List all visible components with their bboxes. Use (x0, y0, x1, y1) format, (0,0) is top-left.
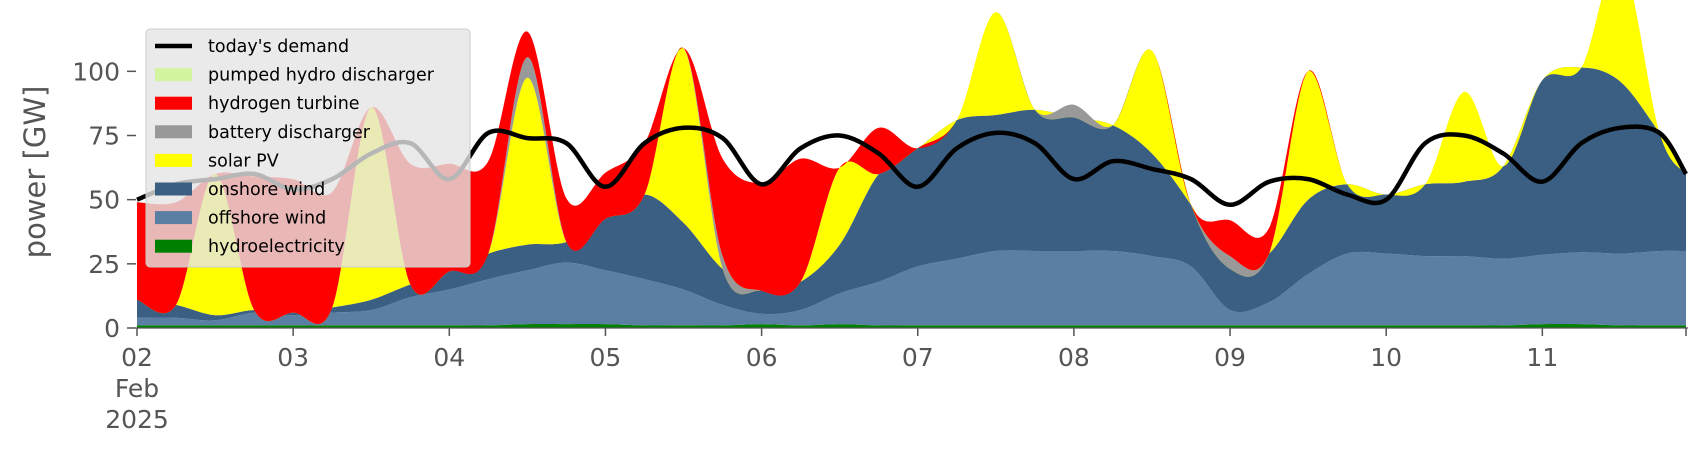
x-tick-label: 02 (121, 343, 153, 372)
x-tick-label: 05 (590, 343, 622, 372)
x-sublabel: 2025 (105, 405, 169, 434)
legend-swatch (155, 239, 192, 253)
legend-swatch (155, 96, 192, 110)
legend: today's demand pumped hydro discharger hyd… (145, 28, 471, 268)
x-tick-label: 03 (277, 343, 309, 372)
stacked-areas (137, 0, 1686, 328)
y-tick-label: 25 (88, 250, 120, 279)
x-tick-label: 07 (902, 343, 934, 372)
legend-label: onshore wind (208, 180, 325, 200)
legend-swatch (155, 182, 192, 196)
legend-label: solar PV (208, 151, 279, 171)
legend-swatch (155, 153, 192, 167)
legend-swatch (155, 211, 192, 225)
legend-box (145, 28, 471, 268)
x-tick-label: 04 (433, 343, 465, 372)
y-tick-label: 0 (104, 314, 120, 343)
y-tick-label: 100 (72, 57, 120, 86)
x-tick-label: 11 (1526, 343, 1558, 372)
legend-label: hydroelectricity (208, 237, 345, 257)
y-tick-label: 75 (88, 122, 120, 151)
legend-label: hydrogen turbine (208, 94, 360, 114)
legend-label: offshore wind (208, 209, 326, 229)
area-solar-pv (137, 0, 1686, 324)
legend-swatch (155, 68, 192, 82)
area-hydrogen-turbine (137, 0, 1686, 324)
legend-label: pumped hydro discharger (208, 66, 435, 86)
x-tick-label: 09 (1214, 343, 1246, 372)
x-tick-label: 10 (1370, 343, 1402, 372)
x-tick-label: 08 (1058, 343, 1090, 372)
x-sublabel: Feb (115, 374, 159, 403)
area-hydroelectricity (137, 323, 1686, 328)
x-tick-label: 06 (746, 343, 778, 372)
legend-label: battery discharger (208, 123, 371, 143)
y-axis-title: power [GW] (18, 86, 52, 259)
area-offshore-wind (137, 250, 1686, 326)
area-onshore-wind (137, 67, 1686, 321)
y-tick-label: 50 (88, 186, 120, 215)
legend-label: today's demand (208, 37, 349, 57)
legend-swatch (155, 125, 192, 139)
